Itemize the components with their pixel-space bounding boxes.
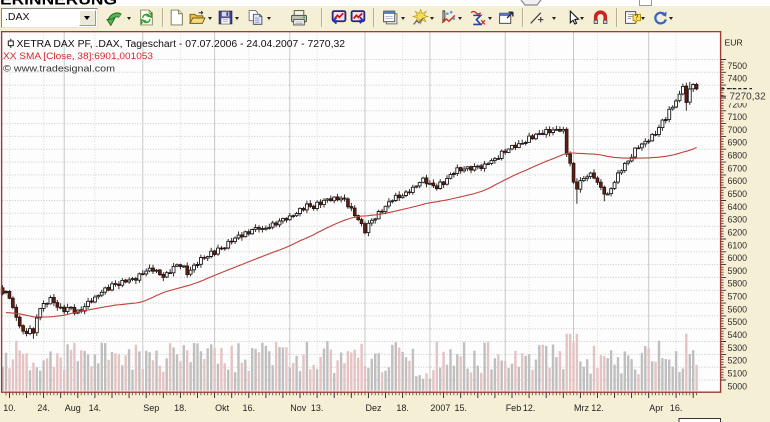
svg-text:© www.tradesignal.com: © www.tradesignal.com (3, 62, 115, 73)
svg-text:7100: 7100 (728, 112, 748, 122)
svg-text:18.: 18. (396, 403, 409, 413)
svg-text:24.: 24. (37, 403, 50, 413)
svg-text:6500: 6500 (728, 189, 748, 199)
svg-text:7200: 7200 (728, 99, 748, 109)
svg-text:7270,32: 7270,32 (730, 92, 767, 103)
svg-text:?: ? (634, 15, 638, 22)
svg-text:6000: 6000 (728, 253, 748, 263)
svg-text:XX SMA [Close, 38]:6901,001053: XX SMA [Close, 38]:6901,001053 (3, 50, 153, 61)
svg-text:5200: 5200 (728, 356, 748, 366)
svg-text:7500: 7500 (728, 61, 748, 71)
svg-text:Sep: Sep (143, 403, 159, 413)
svg-text:12.: 12. (523, 403, 536, 413)
svg-text:XETRA DAX PF, .DAX, Tageschart: XETRA DAX PF, .DAX, Tageschart - 07.07.2… (17, 39, 346, 50)
svg-text:5400: 5400 (728, 330, 748, 340)
svg-text:7400: 7400 (728, 74, 748, 84)
svg-text:Nov: Nov (290, 403, 307, 413)
svg-text:ERINNERUNG: ERINNERUNG (0, 0, 117, 6)
svg-text:6600: 6600 (728, 176, 748, 186)
svg-text:5600: 5600 (728, 304, 748, 314)
svg-text:6900: 6900 (728, 138, 748, 148)
svg-text:5100: 5100 (728, 369, 748, 379)
svg-text:6700: 6700 (728, 163, 748, 173)
svg-text:6200: 6200 (728, 228, 748, 238)
svg-text:12.: 12. (591, 403, 604, 413)
svg-text:Okt: Okt (215, 403, 230, 413)
svg-text:6800: 6800 (728, 151, 748, 161)
svg-text:6100: 6100 (728, 240, 748, 250)
svg-text:5700: 5700 (728, 292, 748, 302)
svg-text:16.: 16. (243, 403, 256, 413)
svg-text:6300: 6300 (728, 215, 748, 225)
svg-text:Dez: Dez (366, 403, 383, 413)
svg-text:5300: 5300 (728, 343, 748, 353)
svg-text:5500: 5500 (728, 317, 748, 327)
svg-text:5800: 5800 (728, 279, 748, 289)
svg-text:18.: 18. (174, 403, 187, 413)
svg-text:15.: 15. (454, 403, 467, 413)
svg-text:Aug: Aug (65, 403, 81, 413)
svg-text:6400: 6400 (728, 202, 748, 212)
svg-text:Apr: Apr (649, 403, 663, 413)
svg-text:5000: 5000 (728, 381, 748, 391)
svg-text:16.: 16. (670, 403, 683, 413)
svg-text:13.: 13. (311, 403, 324, 413)
svg-text:Feb: Feb (506, 403, 522, 413)
svg-text:2007: 2007 (430, 403, 450, 413)
svg-text:14.: 14. (89, 403, 102, 413)
svg-text:7000: 7000 (728, 125, 748, 135)
svg-text:5900: 5900 (728, 266, 748, 276)
svg-text:EUR: EUR (725, 37, 743, 47)
svg-text:10.: 10. (3, 403, 16, 413)
svg-text:Mrz: Mrz (574, 403, 589, 413)
